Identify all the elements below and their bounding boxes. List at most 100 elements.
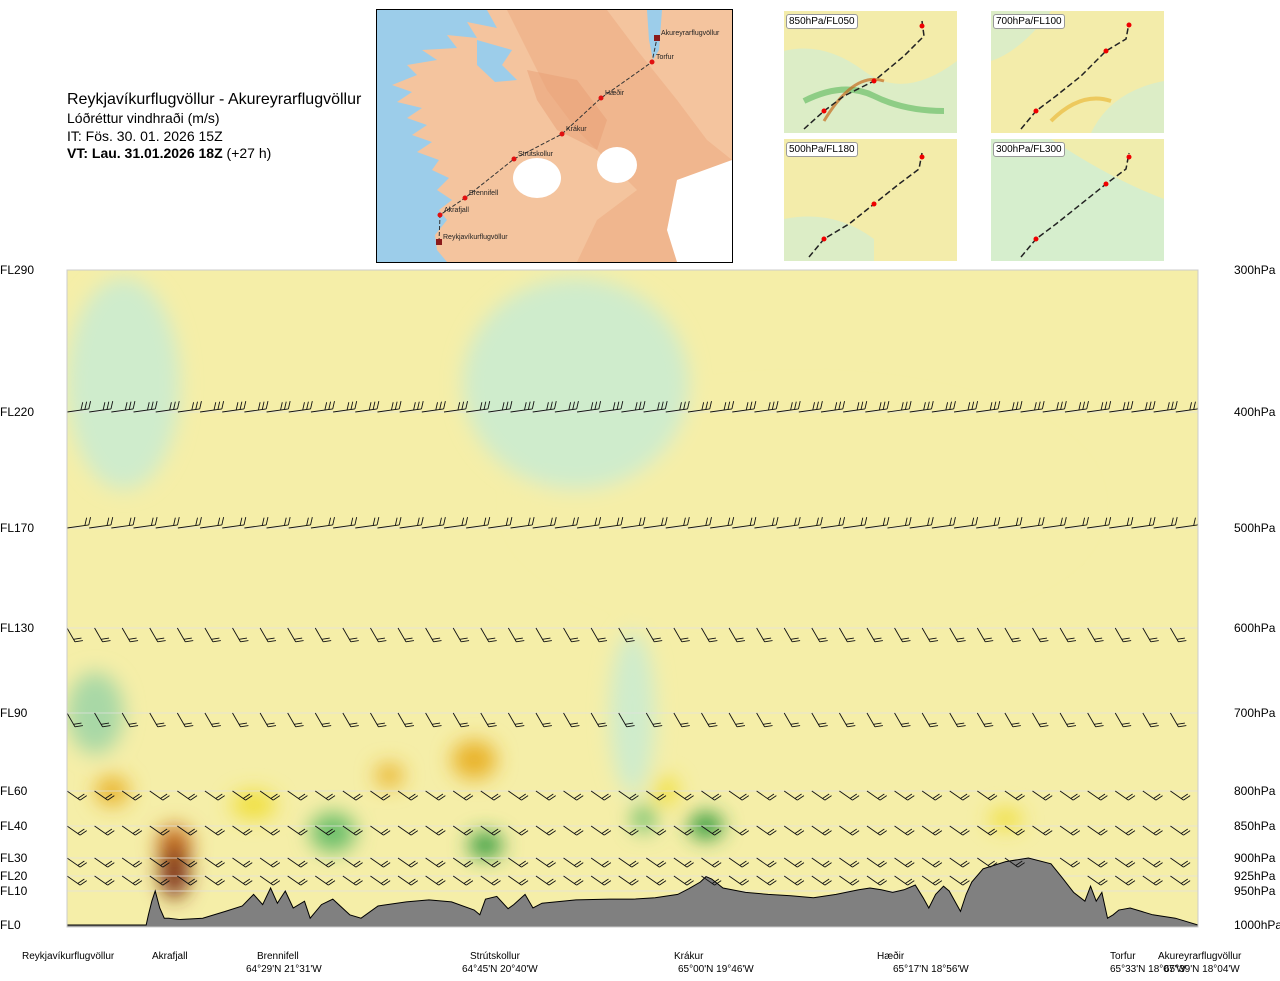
- wind-barb: [333, 401, 358, 413]
- wind-barb: [618, 627, 635, 643]
- wind-barb: [865, 517, 890, 529]
- wind-barb: [377, 517, 402, 529]
- fl-tick-label: FL290: [0, 263, 35, 277]
- wind-barb: [288, 517, 313, 529]
- panel-label-300: 300hPa/FL300: [993, 142, 1065, 157]
- wind-barb: [1197, 713, 1198, 714]
- velocity-cell: [462, 277, 690, 490]
- wind-barb: [176, 627, 194, 643]
- route-title: Reykjavíkurflugvöllur - Akureyrarflugvöl…: [67, 91, 362, 108]
- map-points: Akureyrarflugvöllur Torfur Hæðir Krákur Strú…: [436, 30, 720, 245]
- wind-barb: [618, 712, 635, 728]
- wind-barb: [177, 790, 198, 801]
- wind-barb: [563, 857, 584, 868]
- wind-barb: [510, 270, 514, 271]
- wind-barb: [756, 875, 777, 886]
- wind-barb: [1064, 401, 1089, 413]
- panel-850-svg: [784, 11, 957, 133]
- panel-label-850: 850hPa/FL050: [786, 14, 858, 29]
- wind-barb: [425, 627, 442, 643]
- wind-barb: [266, 270, 270, 271]
- wind-barb: [425, 857, 446, 868]
- velocity-cell: [988, 808, 1023, 830]
- wind-barb: [894, 790, 915, 801]
- wind-barb: [94, 790, 115, 801]
- wind-barb: [370, 790, 391, 801]
- wind-barb: [1059, 857, 1081, 868]
- wind-barb: [532, 517, 557, 529]
- fjord-shape: [477, 40, 517, 82]
- wind-barb: [67, 517, 91, 529]
- wind-barb: [554, 517, 579, 529]
- wind-barb: [266, 401, 291, 413]
- wind-barb: [421, 401, 446, 413]
- wind-barb: [701, 627, 718, 643]
- map-point: Reykjavíkurflugvöllur: [436, 234, 508, 245]
- wind-barb: [798, 401, 823, 413]
- wind-barb: [1198, 260, 1222, 270]
- wind-barb: [1059, 825, 1081, 836]
- wind-barb: [232, 857, 253, 868]
- wind-barb: [535, 875, 556, 886]
- wind-barb: [618, 875, 639, 886]
- wind-barb: [425, 875, 446, 886]
- wind-barb: [949, 875, 970, 886]
- wind-barb: [554, 401, 579, 413]
- wind-barb: [121, 857, 143, 868]
- route-line: [438, 37, 658, 243]
- wind-barb: [535, 627, 552, 643]
- wind-barb: [998, 517, 1023, 529]
- wind-barb: [266, 517, 291, 529]
- wind-barb: [754, 270, 758, 271]
- wind-barb: [1197, 628, 1198, 629]
- wind-barb: [1042, 517, 1067, 529]
- wind-barb: [646, 857, 667, 868]
- wind-barb: [563, 790, 584, 801]
- valid-time: VT: Lau. 31.01.2026 18Z (+27 h): [67, 145, 361, 163]
- wind-barb: [673, 627, 690, 643]
- fl-tick-label: FL30: [0, 851, 28, 865]
- wind-barb: [1032, 825, 1053, 836]
- hpa-tick-label: 925hPa: [1234, 869, 1276, 883]
- wind-barb: [310, 517, 335, 529]
- wind-barb: [89, 401, 114, 413]
- wind-barb: [155, 401, 180, 413]
- wind-barb: [998, 270, 1002, 271]
- wind-barb: [894, 627, 911, 643]
- wind-barb: [399, 270, 403, 271]
- wind-barb: [1020, 517, 1045, 529]
- panel-300-svg: [991, 139, 1164, 261]
- wind-barb: [535, 825, 556, 836]
- wind-barb: [728, 825, 750, 836]
- wind-barb: [370, 875, 391, 886]
- wind-barb: [508, 790, 529, 801]
- wind-barb: [259, 857, 281, 868]
- wind-barb: [646, 790, 667, 801]
- vertical-velocity-field: [67, 277, 1085, 899]
- wind-barb: [287, 857, 308, 868]
- wind-barb: [287, 875, 308, 886]
- wind-barb: [232, 825, 253, 836]
- wind-barb: [887, 401, 912, 413]
- wind-barb: [1114, 875, 1136, 886]
- wind-barb: [488, 401, 513, 413]
- wind-barb: [866, 627, 883, 643]
- wind-barb: [590, 627, 608, 643]
- wind-barb: [1175, 270, 1180, 271]
- wind-barb: [728, 712, 746, 728]
- wind-barb: [1109, 401, 1134, 413]
- parameter-label: Lóðréttur vindhraði (m/s): [67, 110, 220, 126]
- wind-barb: [843, 401, 868, 413]
- location-coord: 64°45'N 20°40'W: [462, 964, 538, 975]
- wind-barb: [1142, 875, 1163, 886]
- panel-300hpa: 300hPa/FL300: [991, 139, 1164, 261]
- wind-barb: [111, 270, 115, 271]
- wind-barb: [590, 712, 608, 728]
- wind-barb: [665, 517, 690, 529]
- wind-barb: [466, 270, 470, 271]
- wind-barb: [67, 857, 87, 868]
- wind-barb: [421, 517, 446, 529]
- issue-time: IT: Fös. 30. 01. 2026 15Z: [67, 127, 223, 144]
- wind-barb: [480, 790, 501, 801]
- wind-barb: [355, 401, 380, 413]
